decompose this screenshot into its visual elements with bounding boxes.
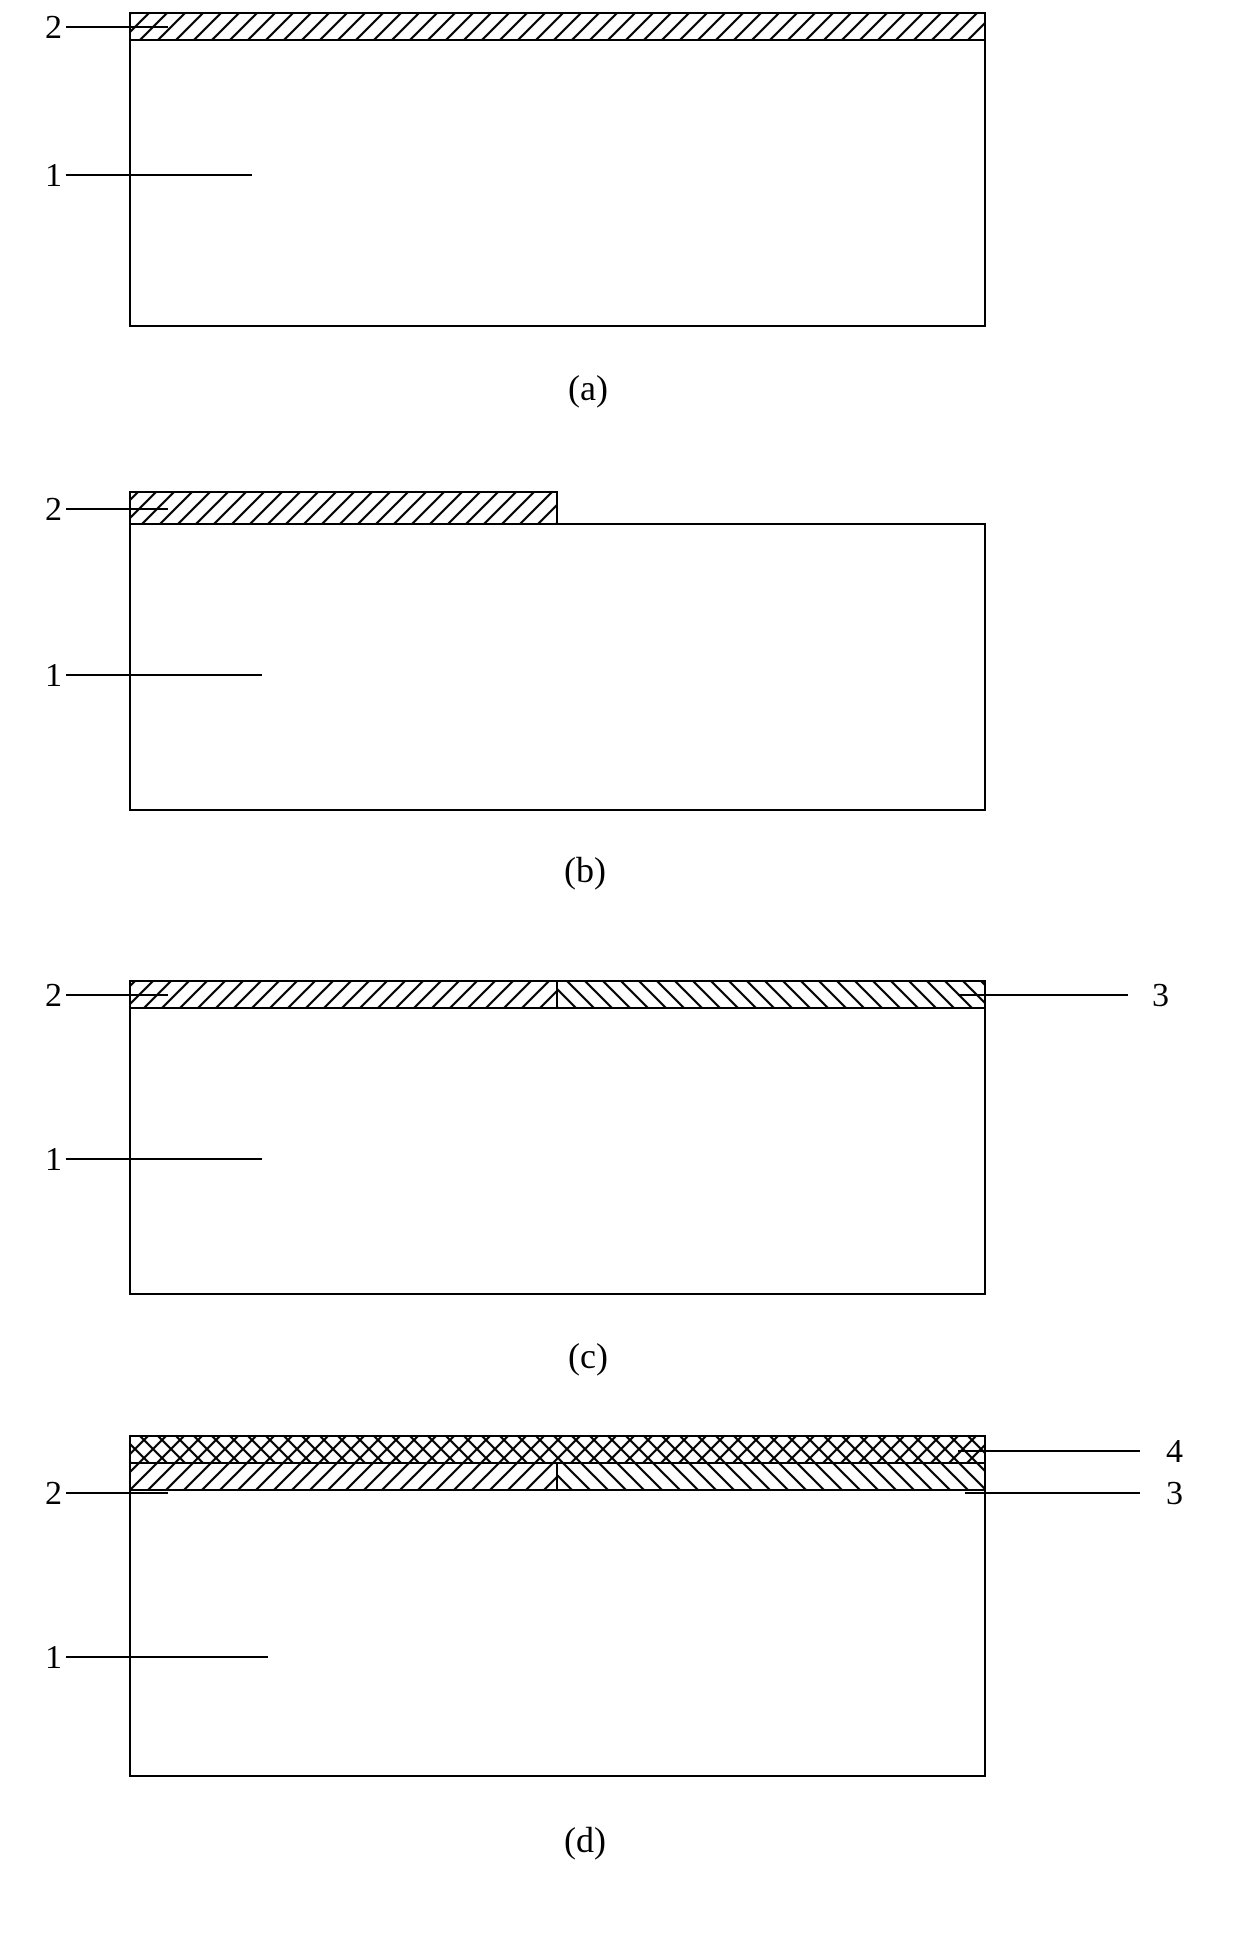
panel-b: 2 1 (b) [45,491,985,890]
panel-d-layer-1 [557,1463,985,1490]
panel-a-label-1: 1 [45,157,62,194]
panel-c-caption: (c) [568,1336,608,1376]
panel-d-caption: (d) [564,1820,606,1860]
panel-d-substrate [130,1490,985,1776]
panel-a-layer-0 [130,13,985,40]
panel-b-layer-0 [130,492,557,524]
panel-d-layer-0 [130,1463,557,1490]
panel-b-label-0: 2 [45,491,62,528]
panel-c-label-1: 1 [45,1141,62,1178]
panel-a: 2 1 (a) [45,9,985,408]
panel-c-layer-0 [130,981,557,1008]
panel-b-label-1: 1 [45,657,62,694]
panel-d-layer-2 [130,1436,985,1463]
panel-b-substrate [130,524,985,810]
figure-page: 2 1 (a) 2 1 (b) 2 1 3 (c) 2 1 4 3 (d) [0,0,1240,1936]
panel-c-label-2: 3 [1152,977,1169,1014]
panel-c-layer-1 [557,981,985,1008]
panel-d-label-3: 3 [1166,1475,1183,1512]
panel-a-caption: (a) [568,368,608,408]
panel-c-substrate [130,1008,985,1294]
panel-d: 2 1 4 3 (d) [45,1433,1183,1860]
panel-a-substrate [130,40,985,326]
panel-d-label-0: 2 [45,1475,62,1512]
diagram-svg: 2 1 (a) 2 1 (b) 2 1 3 (c) 2 1 4 3 (d) [0,0,1240,1936]
panel-c: 2 1 3 (c) [45,977,1169,1376]
panel-d-label-1: 1 [45,1639,62,1676]
panel-a-label-0: 2 [45,9,62,46]
panel-b-caption: (b) [564,850,606,890]
panel-c-label-0: 2 [45,977,62,1014]
panel-d-label-2: 4 [1166,1433,1183,1470]
